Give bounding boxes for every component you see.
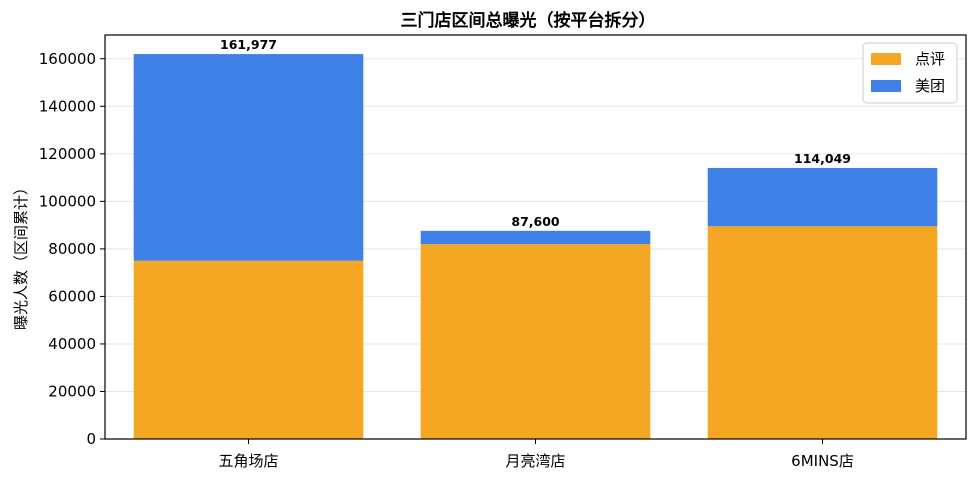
y-tick-label: 120000	[39, 145, 96, 163]
y-tick-label: 0	[86, 430, 96, 448]
y-tick-label: 140000	[39, 97, 96, 115]
plot-frame	[104, 34, 967, 440]
y-axis-label: 曝光人数（区间累计）	[12, 180, 30, 330]
legend-swatch-meituan	[871, 80, 901, 92]
x-axis: 五角场店 月亮湾店 6MINS店	[218, 439, 854, 470]
bar-dianping-2	[707, 226, 938, 439]
y-tick-label: 60000	[48, 287, 96, 305]
bar-meituan-0	[133, 54, 364, 261]
bar-dianping-1	[420, 244, 651, 439]
y-tick-label: 40000	[48, 335, 96, 353]
x-tick-label: 6MINS店	[791, 452, 854, 470]
x-tick-label: 五角场店	[218, 452, 278, 470]
bar-meituan-2	[707, 167, 938, 227]
bar-meituan-1	[420, 230, 651, 245]
total-label: 161,977	[220, 37, 277, 52]
y-tick-label: 100000	[39, 192, 96, 210]
total-label: 114,049	[794, 151, 851, 166]
bars	[133, 54, 938, 439]
legend-swatch-dianping	[871, 53, 901, 65]
y-axis: 0 20000 40000 60000 80000 100000 120000 140000 1…	[39, 50, 105, 448]
total-labels: 161,977 87,600 114,049	[220, 37, 851, 229]
y-tick-label: 160000	[39, 50, 96, 68]
x-tick-label: 月亮湾店	[505, 452, 565, 470]
chart-title: 三门店区间总曝光（按平台拆分）	[401, 10, 656, 31]
legend-label: 点评	[915, 50, 945, 68]
y-tick-label: 20000	[48, 382, 96, 400]
total-label: 87,600	[511, 214, 560, 229]
legend-label: 美团	[915, 77, 945, 95]
bar-dianping-0	[133, 260, 364, 439]
y-tick-label: 80000	[48, 240, 96, 258]
